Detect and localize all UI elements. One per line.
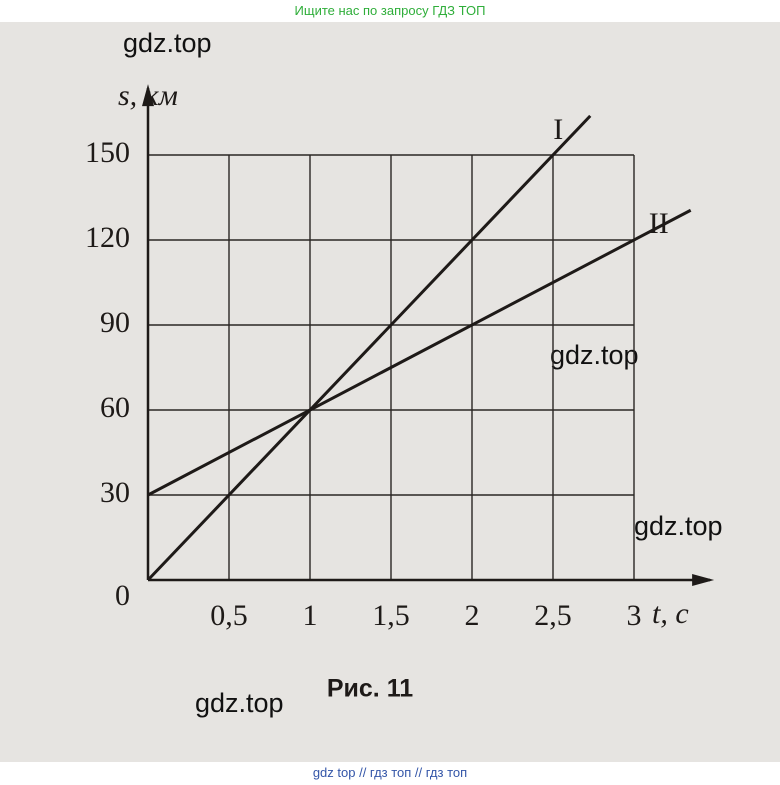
x-tick-label: 0,5 bbox=[210, 599, 248, 632]
data-line bbox=[146, 114, 592, 582]
x-tick-label: 2,5 bbox=[534, 599, 572, 632]
series-label: I bbox=[553, 113, 563, 146]
x-tick-label: 3 bbox=[627, 599, 642, 632]
y-tick-label: 150 bbox=[85, 136, 130, 169]
header-banner: Ищите нас по запросу ГДЗ ТОП bbox=[294, 3, 486, 18]
y-tick-label: 0 bbox=[115, 579, 130, 612]
y-tick-label: 120 bbox=[85, 221, 130, 254]
watermark: gdz.top bbox=[550, 340, 639, 370]
watermark: gdz.top bbox=[123, 28, 212, 58]
x-tick-label: 2 bbox=[465, 599, 480, 632]
x-axis-label: t, с bbox=[652, 597, 689, 630]
x-axis-arrow bbox=[692, 574, 715, 586]
y-tick-label: 90 bbox=[100, 306, 130, 339]
watermark: gdz.top bbox=[634, 511, 723, 541]
x-tick-label: 1 bbox=[303, 599, 318, 632]
series-label: II bbox=[649, 207, 669, 240]
y-tick-label: 30 bbox=[100, 476, 130, 509]
y-axis-arrow bbox=[142, 84, 154, 107]
y-tick-label: 60 bbox=[100, 391, 130, 424]
footer-banner: gdz top // гдз топ // гдз топ bbox=[312, 765, 468, 780]
figure-caption: Рис. 11 bbox=[327, 675, 413, 703]
data-line bbox=[147, 208, 692, 497]
watermark: gdz.top bbox=[195, 688, 284, 718]
chart: s, км t, с Рис. 11 gdz.top gdz.top gdz.t… bbox=[0, 22, 780, 762]
x-tick-label: 1,5 bbox=[372, 599, 410, 632]
paper-background bbox=[0, 22, 780, 762]
